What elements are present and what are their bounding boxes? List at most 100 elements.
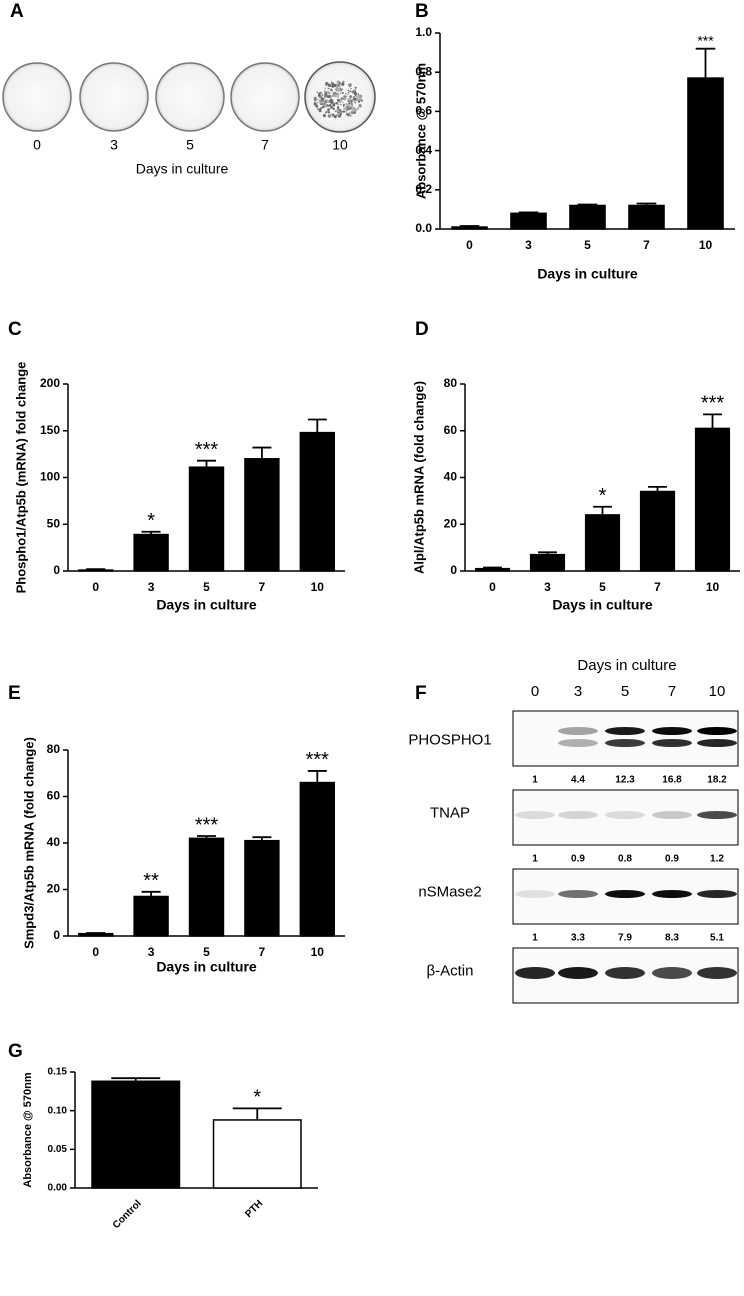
dish [230,62,300,132]
y-tick-label: 200 [40,376,60,390]
quantification: 3.3 [571,933,585,944]
speckle [326,82,329,85]
error-bar [648,485,667,492]
y-tick-label: 80 [47,742,61,756]
y-tick-label: 0.00 [48,1183,68,1194]
blot-title: Days in culture [577,657,676,674]
speckle [332,103,336,107]
speckle [341,82,345,86]
speckle [337,103,340,106]
band [605,811,645,819]
speckle [339,92,342,95]
speckle [338,98,340,101]
error-bar [141,890,161,897]
speckle [349,105,351,107]
speckle [324,97,326,99]
y-tick-label: 150 [40,423,60,437]
panel-label: C [8,319,22,340]
y-tick-label: 0.05 [48,1144,68,1155]
error-bar [307,770,327,783]
quantification: 1 [532,933,538,944]
speckle [317,94,321,97]
speckle [337,90,340,93]
speckle [336,114,338,116]
speckle [321,94,324,96]
significance: *** [195,439,219,461]
x-tick-label: 5 [203,580,210,594]
y-axis-label: Absorbance @ 570nm [413,63,428,199]
quantification: 5.1 [710,933,724,944]
speckle [343,107,346,110]
x-tick-label: 3 [525,238,532,252]
speckle [351,111,354,115]
y-tick-label: 50 [47,516,61,530]
significance: * [147,510,155,532]
day-label: 3 [110,137,118,153]
bar [77,569,114,572]
x-tick-label: 5 [599,580,606,594]
speckle [327,108,330,111]
band [515,811,555,819]
speckle [352,99,355,102]
speckle [331,84,335,88]
quantification: 1 [532,854,538,865]
significance: *** [697,32,714,48]
lane-label: 3 [574,683,582,700]
error-bar [577,203,598,206]
band [697,967,737,979]
bar [299,431,336,572]
bar [77,932,114,937]
y-tick-label: 60 [47,789,61,803]
bar [584,514,621,572]
error-bar [252,836,272,841]
dish [2,62,72,132]
x-tick-label: 7 [259,945,266,959]
y-tick-label: 20 [47,882,61,896]
x-tick-label: 3 [544,580,551,594]
speckle [348,100,350,103]
speckle [324,100,326,102]
speckle [327,100,330,103]
dish [304,61,376,133]
day-label: 0 [33,137,41,153]
x-tick-label: 3 [148,580,155,594]
speckle [330,81,333,83]
quantification: 4.4 [571,775,585,786]
speckle [338,81,342,85]
speckle [351,104,353,106]
speckle [329,88,333,92]
blot-frame [512,789,739,846]
bar [133,895,169,937]
error-bar [593,505,612,515]
y-tick-label: 0.0 [415,221,432,235]
speckle [359,95,362,98]
speckle [345,92,347,95]
speckle [336,106,340,109]
bar [529,553,566,572]
quantification: 0.8 [618,854,632,865]
x-axis-label: Days in culture [136,161,229,177]
error-bar [197,459,216,468]
speckle [327,95,331,99]
band [558,811,598,819]
speckle [347,91,350,94]
y-tick-label: 0.8 [415,64,432,78]
y-tick-label: 0.4 [415,143,432,157]
speckle [323,104,327,108]
error-bar [636,202,657,206]
speckle [347,89,350,92]
quantification: 7.9 [618,933,632,944]
speckle [360,99,364,102]
y-tick-label: 100 [40,470,60,484]
speckle [316,91,318,93]
significance: * [253,1087,261,1109]
speckle [313,102,317,105]
y-tick-label: 0.15 [48,1067,68,1078]
speckle [343,103,345,106]
speckle [337,114,341,118]
lane-label: 7 [668,683,676,700]
y-tick-label: 0.6 [415,104,432,118]
speckle [348,84,352,88]
speckle [330,113,332,115]
error-bar [459,225,480,228]
